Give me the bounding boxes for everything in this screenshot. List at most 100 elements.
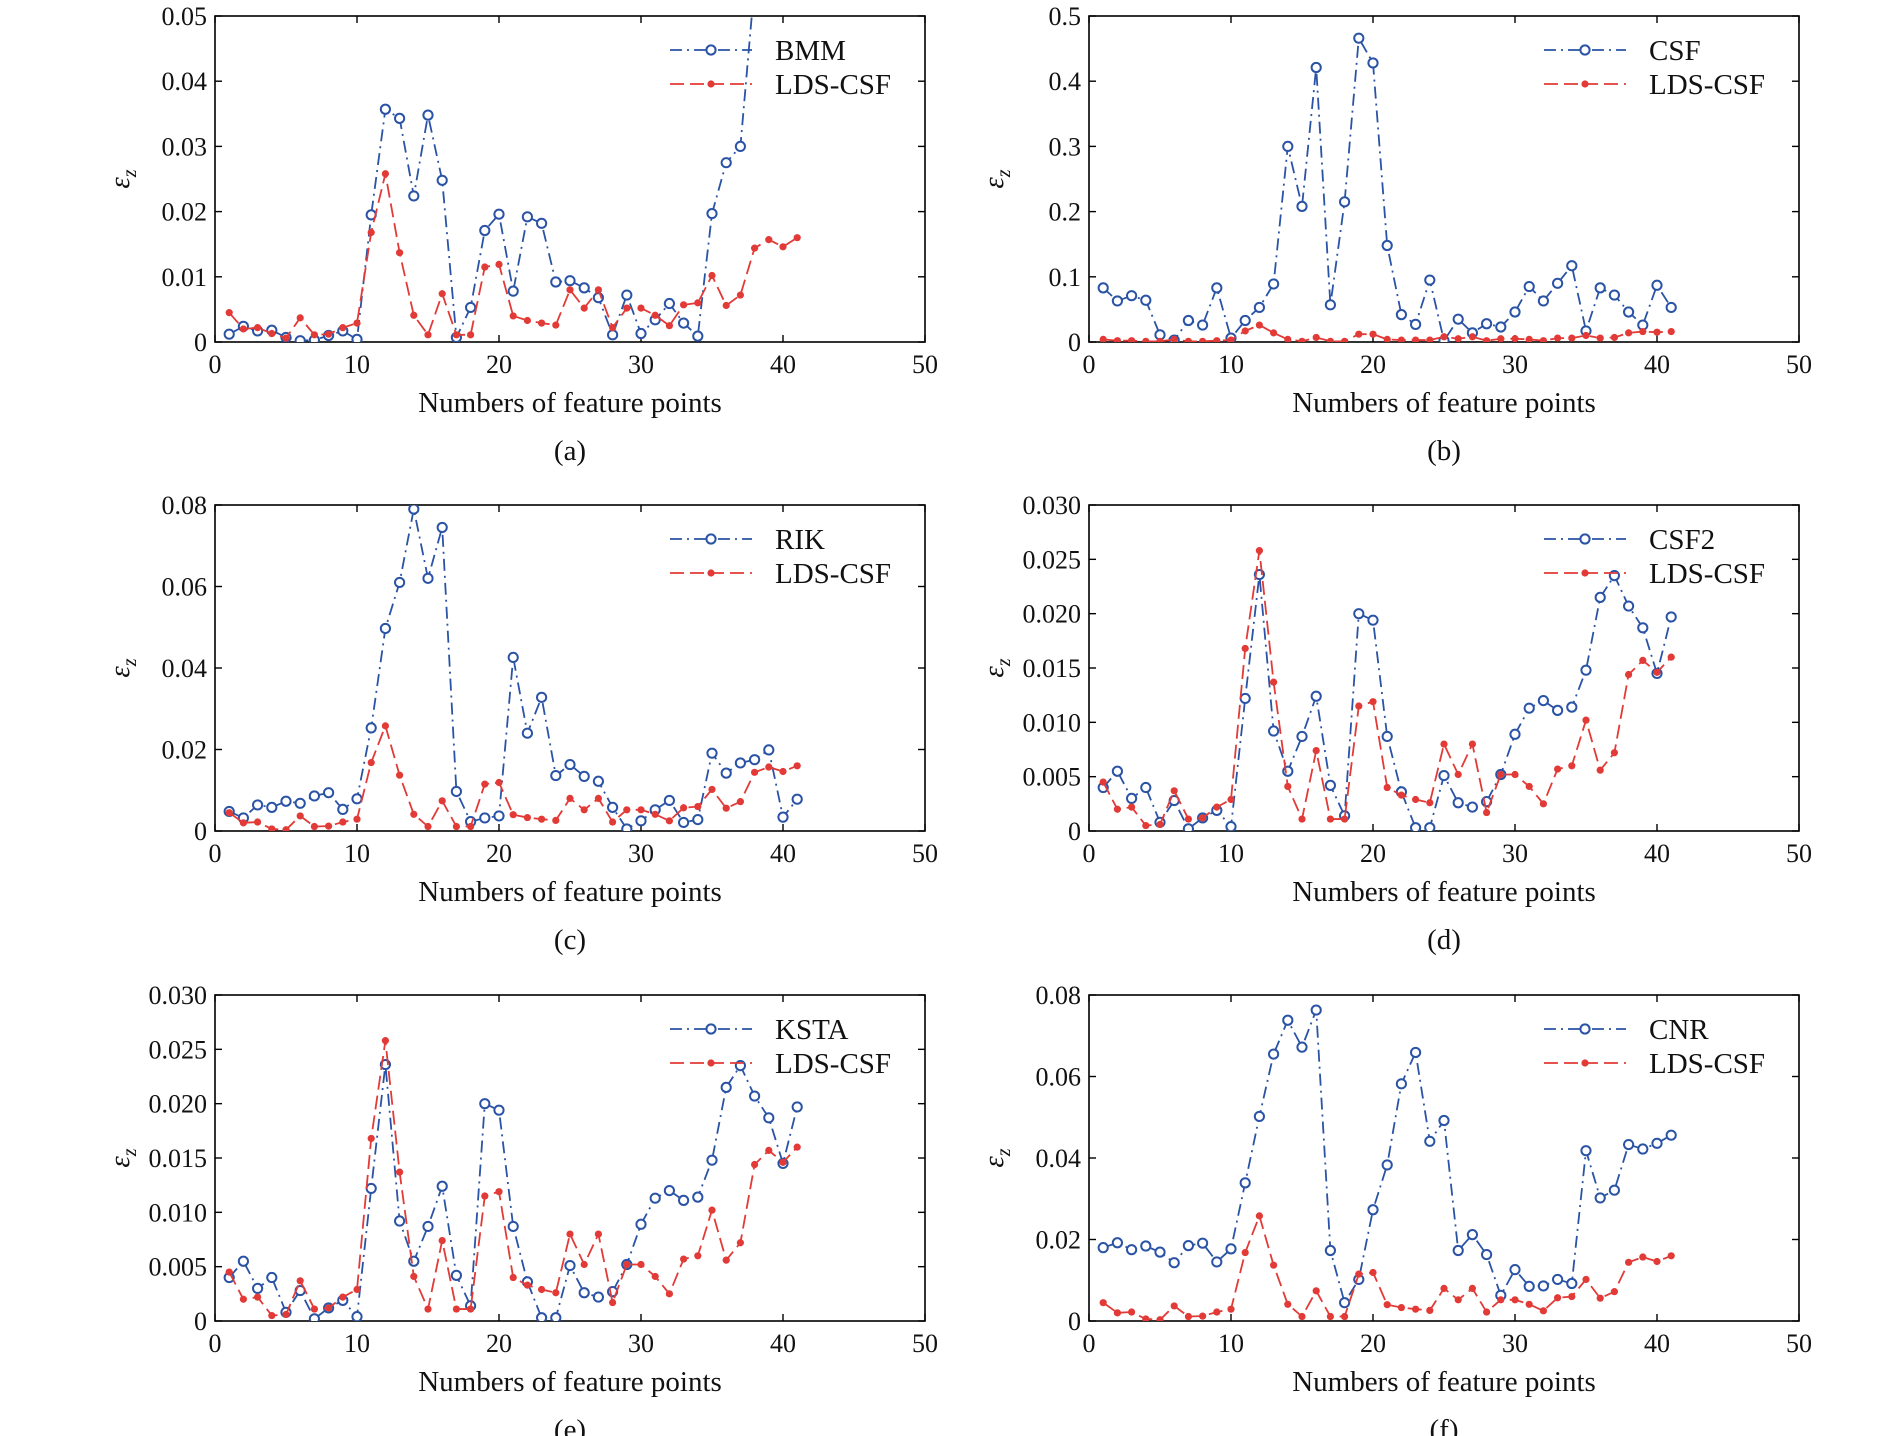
data-point <box>1397 791 1405 799</box>
data-point <box>1140 781 1152 794</box>
data-point <box>479 224 491 237</box>
x-tick-label: 40 <box>770 1329 796 1358</box>
data-point <box>351 333 363 342</box>
data-point <box>1623 306 1635 318</box>
chart-panel-e: 0 10 20 30 40 50 0 0.005 0.010 0.015 0.020 0.025 0.0… <box>104 981 938 1436</box>
data-point <box>694 1252 702 1260</box>
data-point <box>1412 1305 1420 1313</box>
data-point <box>1637 1143 1649 1155</box>
legend-item: KSTA <box>670 1014 848 1046</box>
data-point <box>339 324 347 332</box>
data-point <box>1353 608 1365 620</box>
data-point <box>1552 1273 1564 1286</box>
data-point <box>436 521 448 534</box>
data-point <box>1298 337 1306 342</box>
data-point <box>651 1272 659 1281</box>
data-point <box>1452 797 1464 809</box>
data-point <box>1170 787 1178 795</box>
y-tick-label: 0.010 <box>149 1198 208 1227</box>
data-point <box>467 822 475 831</box>
data-point <box>1566 260 1578 272</box>
data-point <box>294 335 306 342</box>
legend-item: LDS-CSF <box>1544 1048 1765 1080</box>
series-lds-csf <box>225 722 801 831</box>
data-point <box>722 1256 730 1264</box>
x-tick-label: 10 <box>1218 350 1244 379</box>
data-point <box>452 331 460 339</box>
data-point <box>1099 1299 1107 1307</box>
data-point <box>1197 1237 1209 1249</box>
data-point <box>665 322 674 330</box>
data-point <box>580 1260 588 1269</box>
data-point <box>1440 333 1448 341</box>
legend-label: BMM <box>775 35 846 67</box>
y-tick-label: 0.02 <box>162 736 208 765</box>
y-tick-label: 0.025 <box>149 1035 208 1064</box>
data-point <box>1395 309 1408 321</box>
data-point <box>1497 1296 1505 1304</box>
data-point <box>450 785 462 798</box>
data-point <box>1128 803 1136 811</box>
series-line <box>228 723 798 831</box>
data-point <box>538 815 546 823</box>
series-lds-csf <box>225 170 801 342</box>
x-tick-label: 10 <box>344 350 370 379</box>
data-point <box>692 330 704 342</box>
data-point <box>706 1154 718 1166</box>
data-point <box>1383 783 1391 792</box>
y-tick-label: 0 <box>1068 817 1081 846</box>
data-point <box>438 797 446 805</box>
data-point <box>751 244 759 252</box>
data-point <box>749 754 761 766</box>
data-point <box>266 801 278 813</box>
data-point <box>1341 337 1349 342</box>
data-point <box>566 286 574 294</box>
y-tick-label: 0.04 <box>162 654 208 683</box>
data-point <box>1140 294 1152 306</box>
data-point <box>1454 1296 1462 1304</box>
y-tick-label: 0.4 <box>1049 67 1082 96</box>
data-point <box>408 505 420 515</box>
legend-label: LDS-CSF <box>775 69 891 101</box>
data-point <box>1111 295 1124 307</box>
data-point <box>1566 1277 1578 1290</box>
legend-item: CSF <box>1544 35 1701 67</box>
data-point <box>1511 1296 1519 1304</box>
data-point <box>1653 668 1661 676</box>
x-tick-label: 40 <box>1644 1329 1670 1358</box>
data-point <box>1268 278 1280 290</box>
data-point <box>1637 622 1649 634</box>
data-point <box>1097 282 1109 294</box>
data-point <box>1497 335 1505 342</box>
data-point <box>694 802 702 811</box>
data-point <box>637 806 645 814</box>
data-point <box>493 810 505 822</box>
data-point <box>296 314 304 322</box>
data-point <box>594 286 603 294</box>
data-point <box>1312 333 1320 342</box>
data-point <box>1213 1308 1221 1316</box>
data-point <box>765 763 773 771</box>
data-point <box>254 1293 262 1301</box>
data-point <box>1610 333 1618 342</box>
y-axis-label: εz <box>978 1148 1015 1167</box>
data-point <box>1596 766 1604 774</box>
x-axis-label: Numbers of feature points <box>1292 387 1596 419</box>
data-point <box>1296 1041 1308 1053</box>
data-point <box>1324 299 1337 311</box>
y-tick-label: 0 <box>194 328 207 357</box>
data-point <box>351 1311 363 1321</box>
legend-label: LDS-CSF <box>1649 558 1765 590</box>
data-point <box>509 312 517 320</box>
data-point <box>381 170 389 178</box>
legend-marker <box>705 44 717 56</box>
data-point <box>467 331 475 339</box>
data-point <box>325 822 333 830</box>
data-point <box>1296 730 1308 743</box>
series-bmm <box>223 16 753 342</box>
data-point <box>381 1037 389 1045</box>
legend-label: CSF <box>1649 35 1701 67</box>
data-point <box>578 770 590 782</box>
series-csf <box>1097 32 1677 342</box>
